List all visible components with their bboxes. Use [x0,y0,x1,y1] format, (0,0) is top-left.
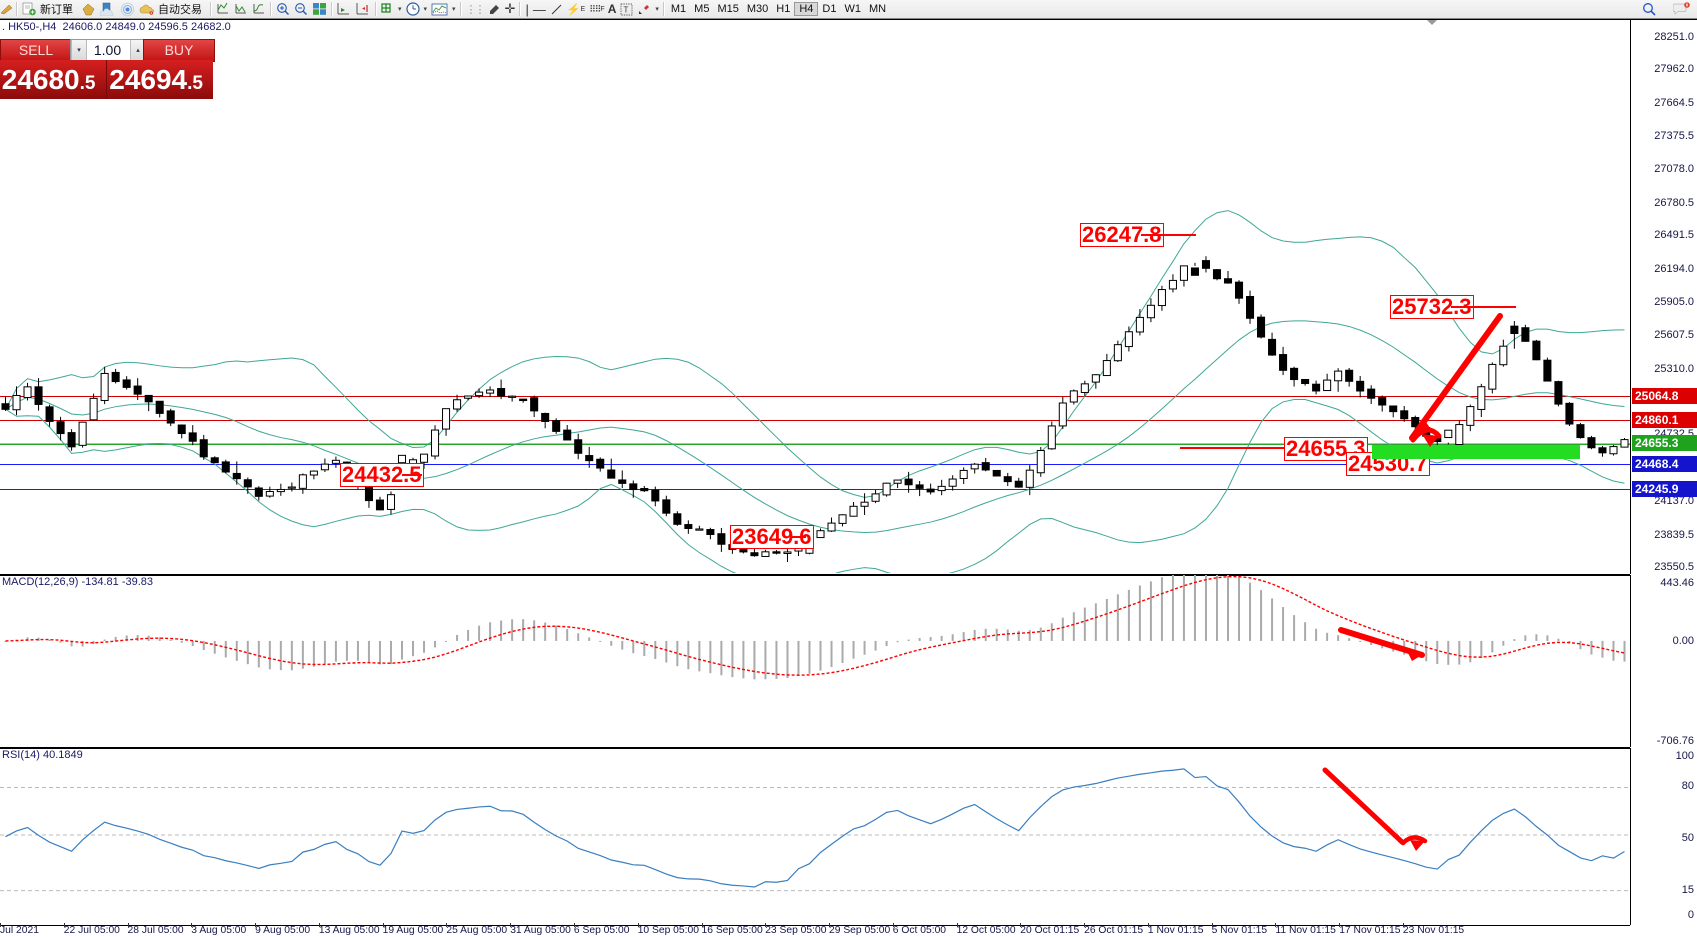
svg-text:T: T [624,5,629,14]
